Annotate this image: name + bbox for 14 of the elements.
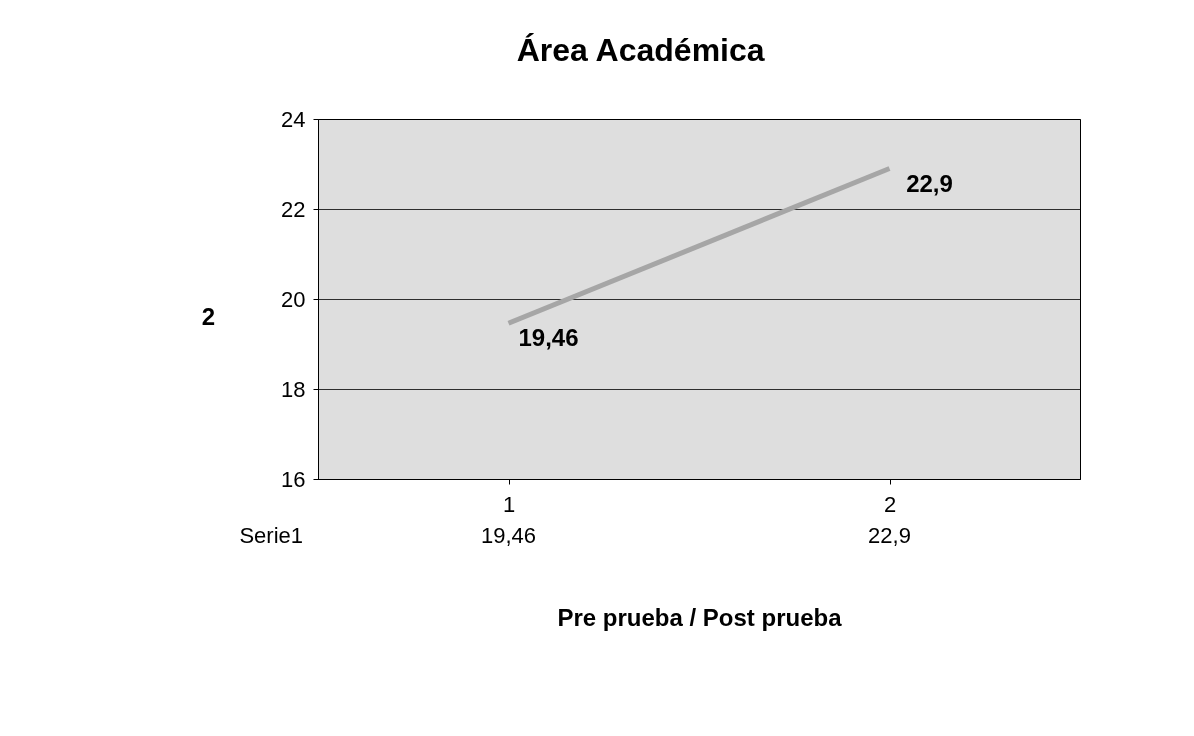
y-tick-label: 24	[281, 106, 306, 132]
data-label: 22,9	[868, 523, 911, 548]
text: Serie1	[239, 523, 303, 548]
y-axis-title: 2	[201, 302, 216, 330]
y-tick-label: 18	[281, 376, 306, 402]
y-tick-label: 20	[281, 286, 306, 312]
text: 19,46	[518, 324, 579, 352]
chart-title: Área Académica	[516, 31, 765, 68]
data-label: 19,46	[480, 523, 537, 548]
x-tick-label: 1	[502, 491, 516, 517]
x-axis-title: Pre prueba / Post prueba	[557, 603, 843, 631]
y-tick-label: 22	[281, 196, 306, 222]
y-tick-label: 16	[281, 466, 306, 492]
text: 22,9	[906, 169, 953, 197]
